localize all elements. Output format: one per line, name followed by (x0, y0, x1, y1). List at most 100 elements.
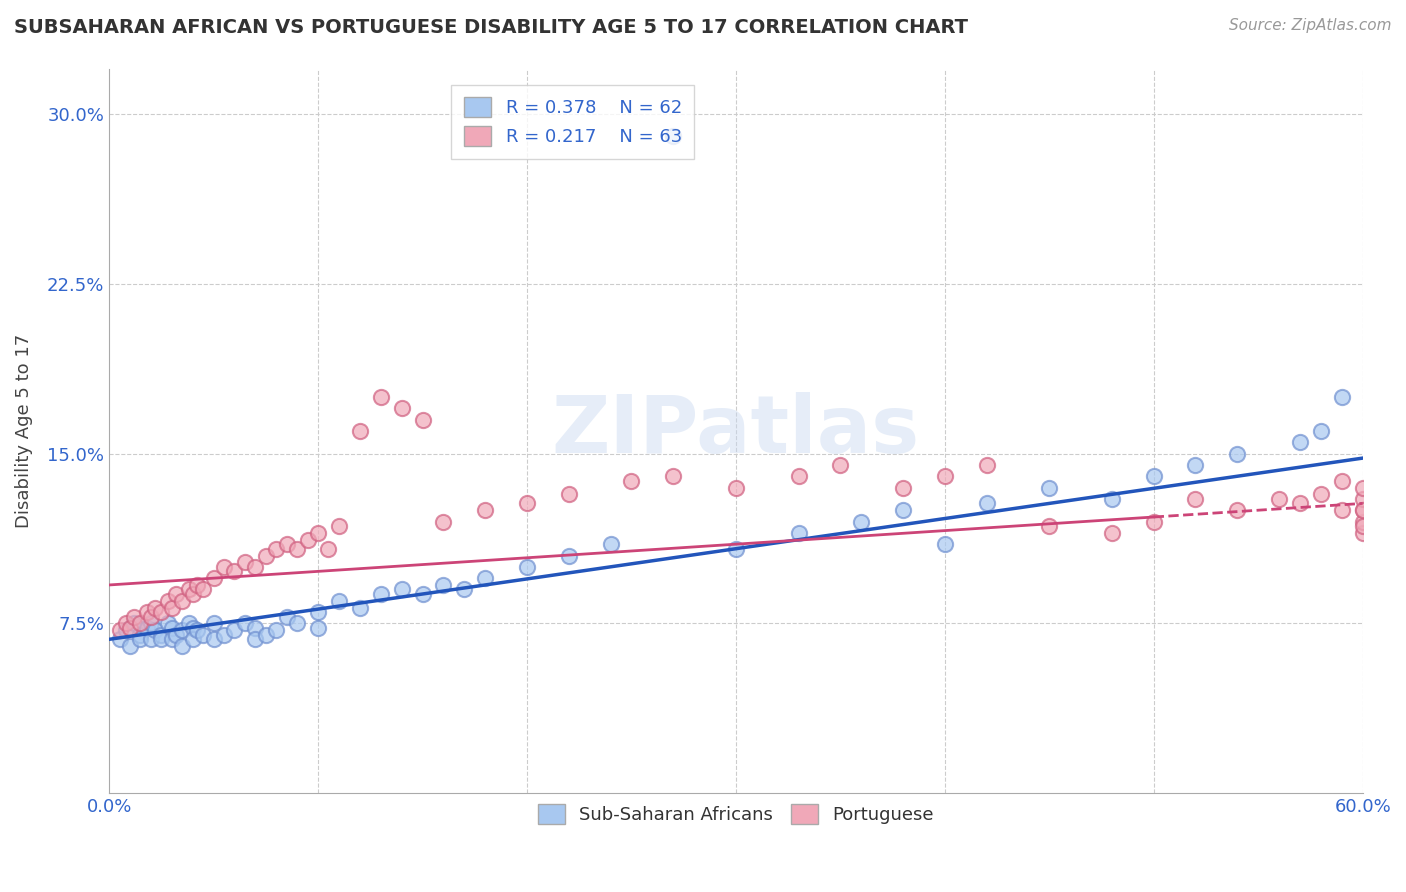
Point (724, 481, 747, 495)
Point (1143, 515, 1166, 529)
Point (156, 594, 179, 608)
Point (1351, 525, 1374, 540)
Point (1184, 491, 1206, 506)
Point (108, 632, 131, 647)
Point (160, 632, 183, 647)
Point (1268, 491, 1291, 506)
Point (1184, 458, 1206, 472)
Point (662, 469, 685, 483)
Point (108, 624, 131, 638)
Point (1143, 469, 1166, 483)
Point (432, 578, 454, 592)
Point (1351, 515, 1374, 529)
Point (135, 621, 157, 635)
Point (129, 632, 152, 647)
Point (129, 616, 152, 631)
Point (934, 469, 956, 483)
Point (122, 616, 145, 631)
Point (411, 587, 433, 601)
Point (891, 503, 914, 517)
Point (1330, 503, 1353, 517)
Point (370, 587, 392, 601)
Point (143, 624, 166, 638)
Point (224, 624, 246, 638)
Point (186, 624, 208, 638)
Point (1289, 496, 1312, 510)
Text: Source: ZipAtlas.com: Source: ZipAtlas.com (1229, 18, 1392, 33)
Point (191, 628, 214, 642)
Point (1226, 503, 1249, 517)
Point (139, 609, 162, 624)
Point (150, 605, 173, 619)
Point (165, 587, 187, 601)
Point (724, 541, 747, 556)
Point (177, 582, 200, 597)
Point (318, 541, 340, 556)
Point (1330, 474, 1353, 488)
Point (264, 624, 287, 638)
Point (349, 600, 371, 615)
Point (391, 582, 413, 597)
Point (851, 515, 873, 529)
Point (411, 412, 433, 426)
Point (202, 616, 225, 631)
Point (370, 390, 392, 404)
Point (1038, 481, 1060, 495)
Point (297, 533, 319, 547)
Point (307, 525, 329, 540)
Point (212, 559, 235, 574)
Point (307, 605, 329, 619)
Point (285, 616, 308, 631)
Point (264, 541, 287, 556)
Text: SUBSAHARAN AFRICAN VS PORTUGUESE DISABILITY AGE 5 TO 17 CORRELATION CHART: SUBSAHARAN AFRICAN VS PORTUGUESE DISABIL… (14, 18, 969, 37)
Point (245, 621, 267, 635)
Point (662, 129, 685, 144)
Point (516, 496, 538, 510)
Point (1101, 491, 1123, 506)
Point (186, 578, 208, 592)
Point (558, 487, 581, 501)
Point (245, 559, 267, 574)
Point (1351, 503, 1374, 517)
Point (453, 582, 475, 597)
Point (787, 469, 810, 483)
Point (787, 525, 810, 540)
Point (516, 559, 538, 574)
Legend: Sub-Saharan Africans, Portuguese: Sub-Saharan Africans, Portuguese (527, 794, 945, 835)
Point (129, 628, 152, 642)
Point (202, 571, 225, 585)
Point (118, 621, 141, 635)
Point (1038, 519, 1060, 533)
Point (285, 541, 308, 556)
Point (830, 458, 852, 472)
Point (1351, 519, 1374, 533)
Point (276, 537, 298, 551)
Point (233, 555, 256, 569)
Point (212, 628, 235, 642)
Point (432, 515, 454, 529)
Point (328, 594, 350, 608)
Point (233, 616, 256, 631)
Point (1226, 447, 1249, 461)
Point (115, 616, 138, 631)
Point (181, 587, 204, 601)
Point (276, 609, 298, 624)
Point (1289, 435, 1312, 450)
Point (558, 549, 581, 563)
Point (150, 632, 173, 647)
Point (254, 628, 277, 642)
Point (181, 621, 204, 635)
Point (1330, 390, 1353, 404)
Point (474, 571, 496, 585)
Point (1351, 503, 1374, 517)
Point (118, 639, 141, 653)
Point (976, 458, 998, 472)
Point (122, 609, 145, 624)
Point (202, 632, 225, 647)
Point (1101, 525, 1123, 540)
Y-axis label: Disability Age 5 to 17: Disability Age 5 to 17 (15, 334, 32, 528)
Point (1309, 424, 1331, 438)
Point (172, 624, 194, 638)
Point (172, 594, 194, 608)
Point (1309, 487, 1331, 501)
